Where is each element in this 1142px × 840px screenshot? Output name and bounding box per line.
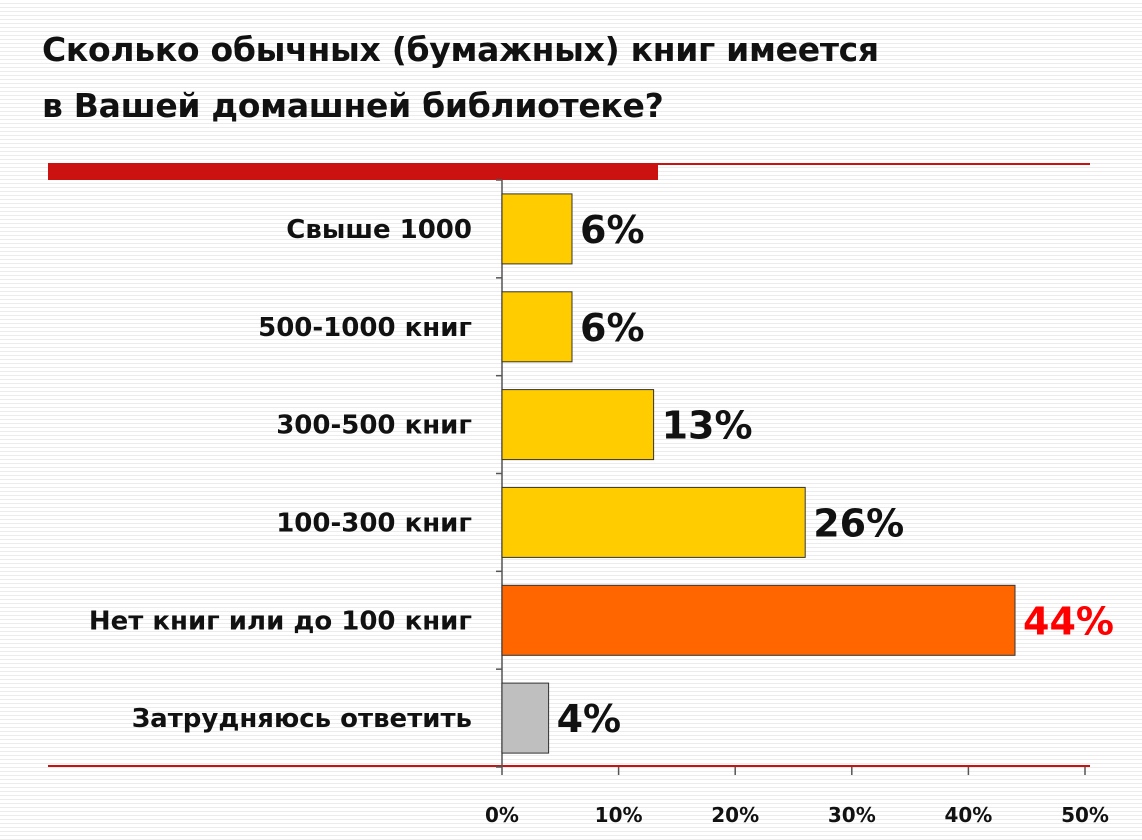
- x-tick-label: 50%: [1061, 803, 1109, 827]
- bar: [501, 486, 806, 558]
- x-tick-label: 40%: [944, 803, 992, 827]
- x-tick-label: 20%: [711, 803, 759, 827]
- data-label: 4%: [557, 697, 622, 741]
- header-thin-rule: [48, 163, 1090, 165]
- bar: [501, 389, 655, 461]
- category-label: 300-500 книг: [276, 411, 472, 441]
- bar: [501, 682, 550, 754]
- plot-area: Свыше 1000 6% 500-1000 книг 6% 300-500 книг 1…: [89, 179, 1114, 827]
- data-label: 13%: [662, 404, 753, 448]
- data-label: 6%: [580, 306, 645, 350]
- category-label: Нет книг или до 100 книг: [89, 606, 472, 636]
- bar: [501, 193, 573, 265]
- chart-title: Сколько обычных (бумажных) книг имеется …: [42, 22, 1042, 134]
- category-label: Свыше 1000: [286, 215, 472, 245]
- bar: [501, 584, 1016, 656]
- data-label: 6%: [580, 208, 645, 252]
- data-label: 26%: [813, 501, 904, 545]
- chart-title-line-1: Сколько обычных (бумажных) книг имеется: [42, 30, 879, 69]
- bar: [501, 291, 573, 363]
- category-label: 500-1000 книг: [258, 313, 472, 343]
- header-thick-rule: [48, 165, 658, 180]
- category-label: Затрудняюсь ответить: [132, 704, 472, 734]
- chart-title-line-2: в Вашей домашней библиотеке?: [42, 86, 664, 125]
- x-tick-label: 30%: [828, 803, 876, 827]
- x-tick-label: 10%: [595, 803, 643, 827]
- x-tick-label: 0%: [485, 803, 519, 827]
- footer-rule: [48, 765, 1090, 767]
- category-label: 100-300 книг: [276, 508, 472, 538]
- data-label: 44%: [1023, 599, 1114, 643]
